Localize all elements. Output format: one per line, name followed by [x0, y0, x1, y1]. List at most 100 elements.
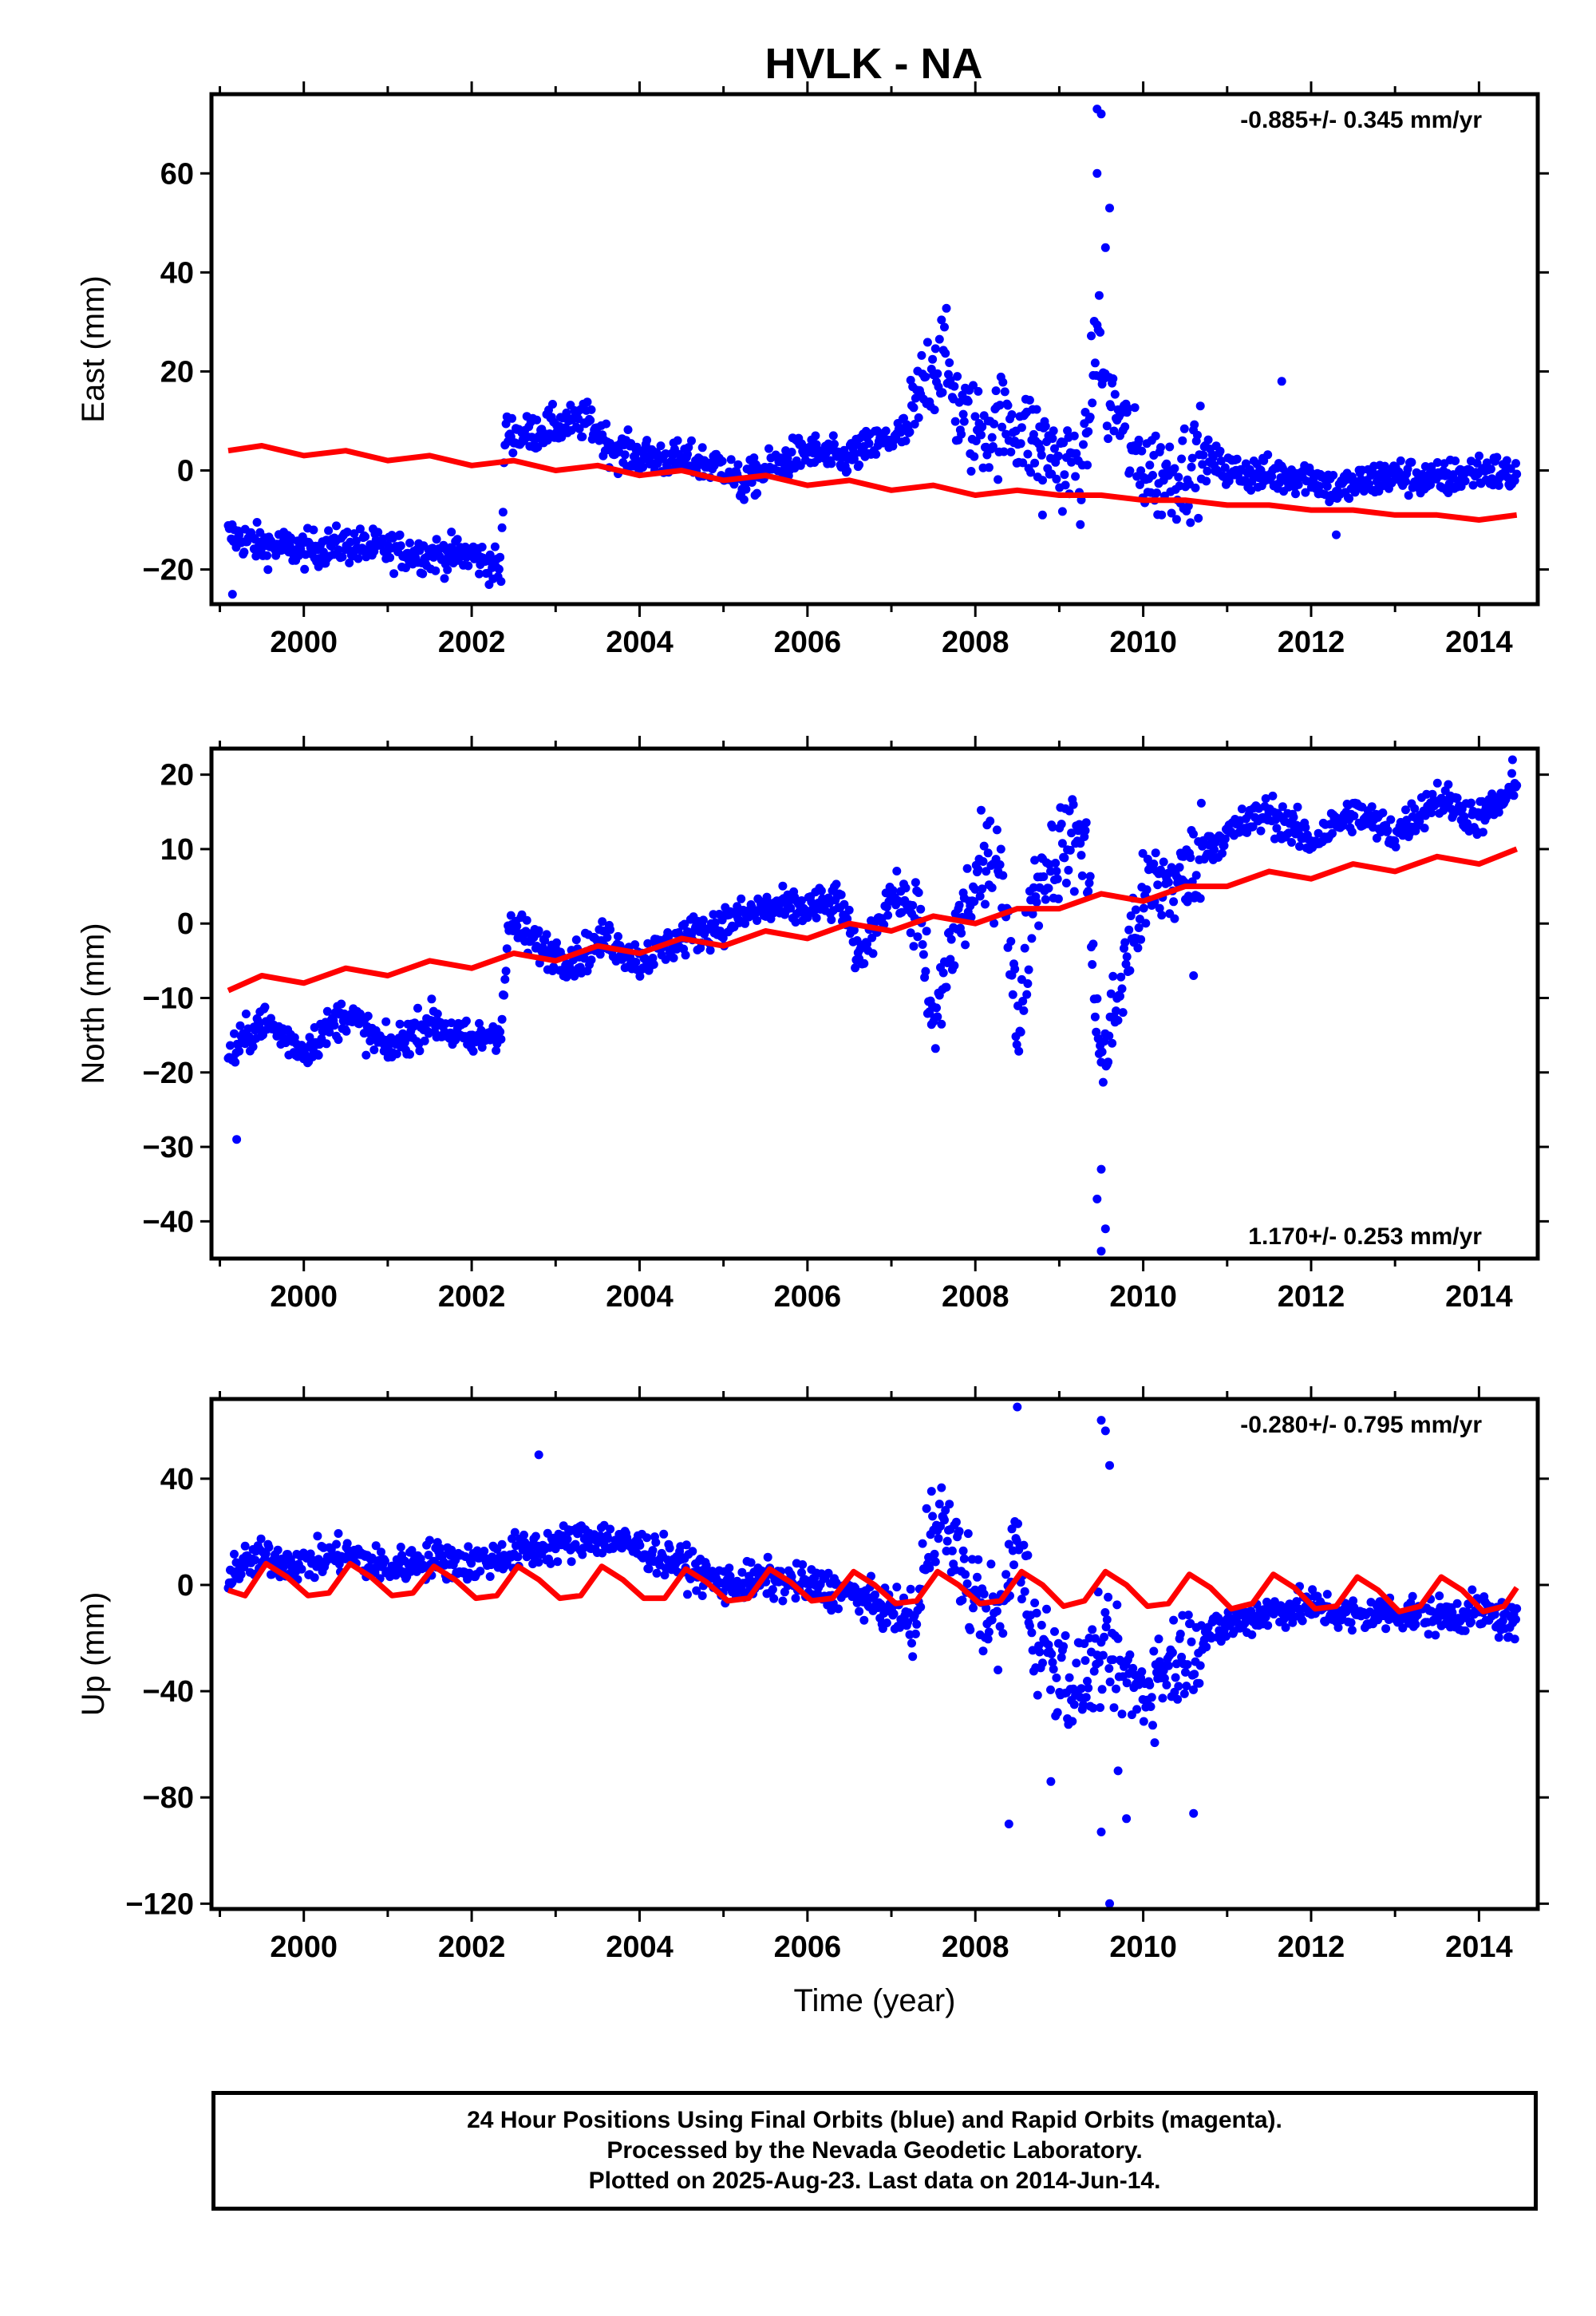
data-point [656, 441, 666, 451]
data-point [975, 891, 985, 901]
data-point [986, 1559, 996, 1569]
data-point [912, 1619, 922, 1629]
data-point [508, 413, 516, 423]
data-point [974, 865, 983, 874]
x-tick-label: 2008 [942, 1931, 1009, 1964]
data-point [1133, 943, 1143, 953]
data-point [909, 942, 918, 951]
data-point [871, 449, 881, 459]
data-point [230, 1549, 239, 1559]
data-point [236, 1570, 246, 1579]
data-point [922, 927, 931, 936]
data-point [764, 444, 773, 453]
data-point [1088, 939, 1098, 949]
data-point [908, 901, 918, 910]
data-point [548, 400, 557, 409]
data-point [485, 550, 495, 559]
observed-points [223, 755, 1522, 1256]
data-point [1122, 952, 1132, 962]
data-point [1170, 914, 1179, 923]
data-point [991, 386, 1001, 396]
data-point [1170, 464, 1179, 473]
data-point [1049, 1665, 1058, 1674]
data-point [1125, 1650, 1135, 1659]
data-point [942, 982, 951, 992]
data-point [1120, 422, 1130, 432]
data-point [1151, 431, 1160, 441]
data-point [987, 883, 997, 892]
data-point [1100, 1224, 1110, 1234]
data-point [966, 1625, 975, 1634]
data-point [906, 928, 915, 938]
data-point [1278, 802, 1287, 812]
data-point [1022, 990, 1032, 999]
data-point [763, 1552, 772, 1562]
data-point [1295, 842, 1304, 852]
data-point [332, 521, 341, 531]
data-point [753, 916, 762, 925]
x-tick-label: 2002 [438, 1931, 506, 1964]
data-point [1171, 1659, 1181, 1669]
data-point [974, 386, 983, 396]
data-point [995, 860, 1005, 869]
data-point [1105, 204, 1114, 213]
data-point [938, 388, 947, 397]
data-point [1104, 1592, 1113, 1602]
x-tick-label: 2000 [270, 1280, 338, 1314]
data-point [918, 1539, 927, 1548]
data-point [279, 1562, 289, 1571]
data-point [1009, 1560, 1018, 1570]
data-point [309, 525, 318, 535]
data-point [1109, 1703, 1119, 1713]
data-point [642, 1533, 652, 1543]
data-point [644, 1564, 654, 1574]
x-tick-label: 2006 [774, 1931, 842, 1964]
data-point [256, 1534, 266, 1543]
data-point [1112, 1684, 1120, 1694]
data-point [1349, 811, 1359, 820]
data-point [930, 1557, 940, 1567]
data-point [1174, 1682, 1183, 1691]
data-point [849, 926, 859, 935]
x-tick-label: 2008 [942, 1280, 1009, 1314]
data-point [910, 420, 919, 429]
data-point [587, 955, 596, 965]
data-point [1077, 1684, 1086, 1694]
data-point [1051, 859, 1061, 868]
data-point [828, 431, 838, 441]
data-point [922, 338, 932, 347]
data-point [314, 1050, 323, 1060]
data-point [502, 944, 512, 954]
data-point [294, 551, 303, 560]
data-point [579, 954, 589, 963]
data-point [1179, 1689, 1189, 1698]
data-point [614, 931, 622, 941]
data-point [1401, 805, 1410, 815]
data-point [415, 1046, 425, 1056]
data-point [990, 919, 999, 928]
data-point [1338, 820, 1348, 830]
data-point [1494, 480, 1503, 490]
data-point [496, 1034, 506, 1044]
x-tick-label: 2012 [1278, 1931, 1345, 1964]
data-point [688, 1547, 697, 1556]
data-point [1174, 472, 1183, 482]
data-point [1182, 1682, 1191, 1691]
data-point [1069, 800, 1078, 809]
data-point [1383, 826, 1393, 835]
data-point [396, 1543, 405, 1551]
data-point [881, 426, 891, 436]
data-point [373, 528, 383, 537]
data-point [945, 1500, 954, 1509]
data-point [950, 381, 959, 391]
data-point [1112, 1006, 1120, 1016]
data-point [697, 1591, 707, 1600]
data-point [998, 422, 1007, 432]
data-point [1247, 1630, 1257, 1639]
data-point [371, 1541, 381, 1551]
data-point [1083, 460, 1092, 470]
data-point [485, 1572, 495, 1581]
data-point [1003, 401, 1013, 410]
data-point [1420, 824, 1429, 833]
data-point [746, 1558, 756, 1567]
